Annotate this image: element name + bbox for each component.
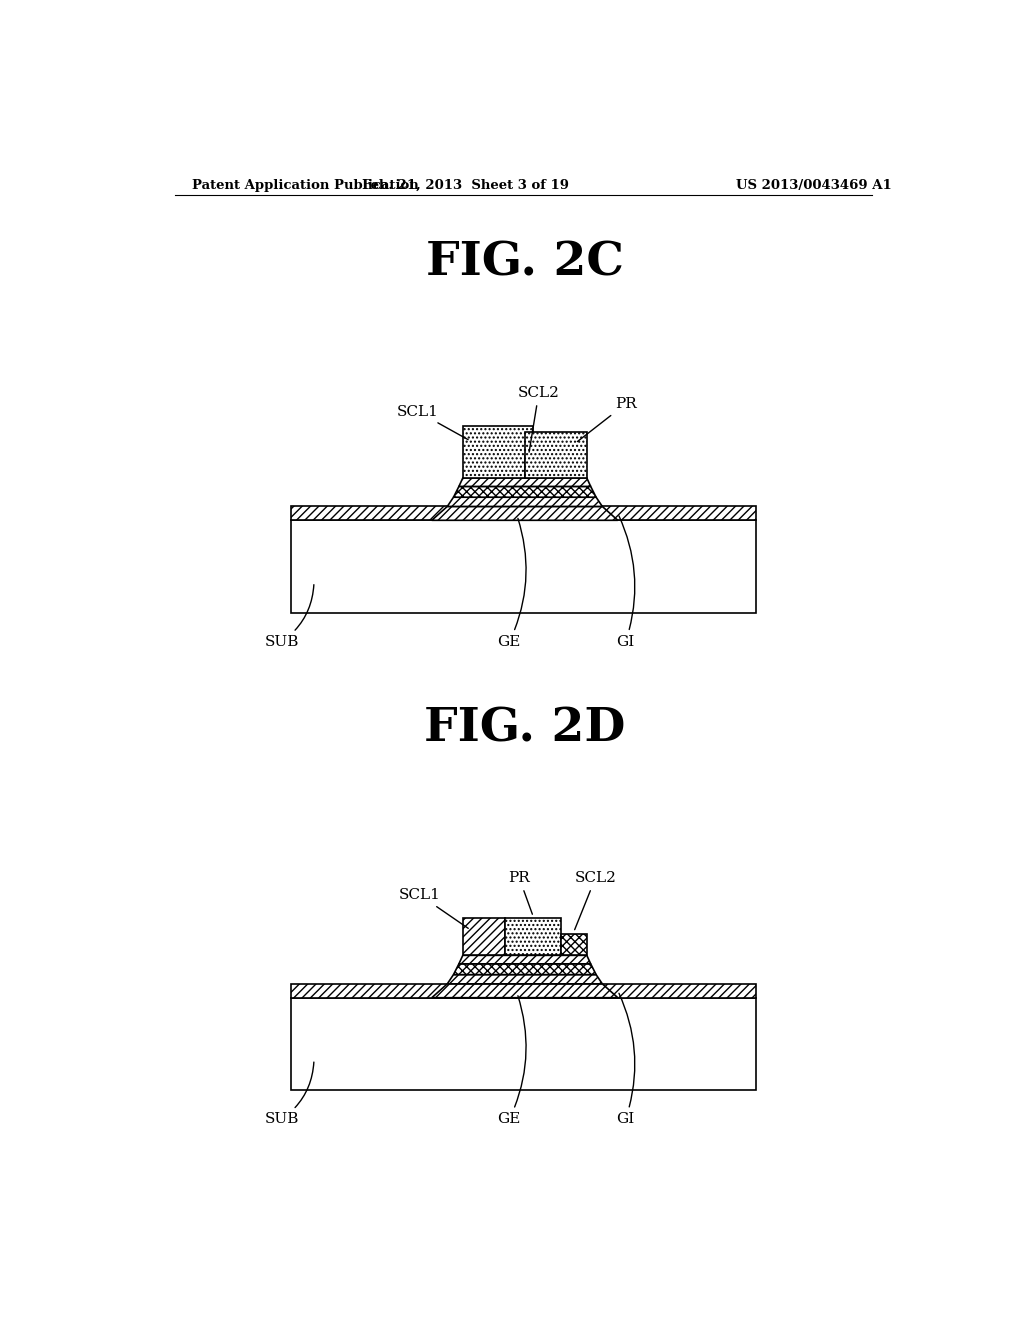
Polygon shape [432,983,617,998]
Polygon shape [463,425,532,478]
Text: GE: GE [498,995,526,1126]
Polygon shape [524,457,532,478]
Text: SUB: SUB [264,585,314,649]
Text: PR: PR [578,397,637,442]
Bar [291,520,756,612]
Polygon shape [432,507,617,520]
Text: SCL1: SCL1 [397,405,468,440]
Polygon shape [447,498,602,507]
Polygon shape [454,487,596,498]
Polygon shape [447,974,602,983]
Bar [291,998,756,1090]
Text: SCL1: SCL1 [399,888,468,928]
Text: Patent Application Publication: Patent Application Publication [191,178,418,191]
Text: PR: PR [509,871,532,915]
Text: GI: GI [616,993,635,1126]
Bar [291,507,756,520]
Text: SCL2: SCL2 [518,387,560,453]
Polygon shape [463,919,506,956]
Text: Feb. 21, 2013  Sheet 3 of 19: Feb. 21, 2013 Sheet 3 of 19 [361,178,568,191]
Polygon shape [524,432,587,478]
Polygon shape [506,919,561,956]
Text: GI: GI [616,516,635,649]
Text: FIG. 2C: FIG. 2C [426,239,624,285]
Polygon shape [459,478,591,487]
Text: US 2013/0043469 A1: US 2013/0043469 A1 [736,178,892,191]
Text: FIG. 2D: FIG. 2D [424,705,626,751]
Text: SUB: SUB [264,1063,314,1126]
Text: SCL2: SCL2 [574,871,616,929]
Polygon shape [454,964,596,974]
Bar [291,983,756,998]
Polygon shape [459,956,591,964]
Text: GE: GE [498,519,526,649]
Polygon shape [561,933,587,956]
